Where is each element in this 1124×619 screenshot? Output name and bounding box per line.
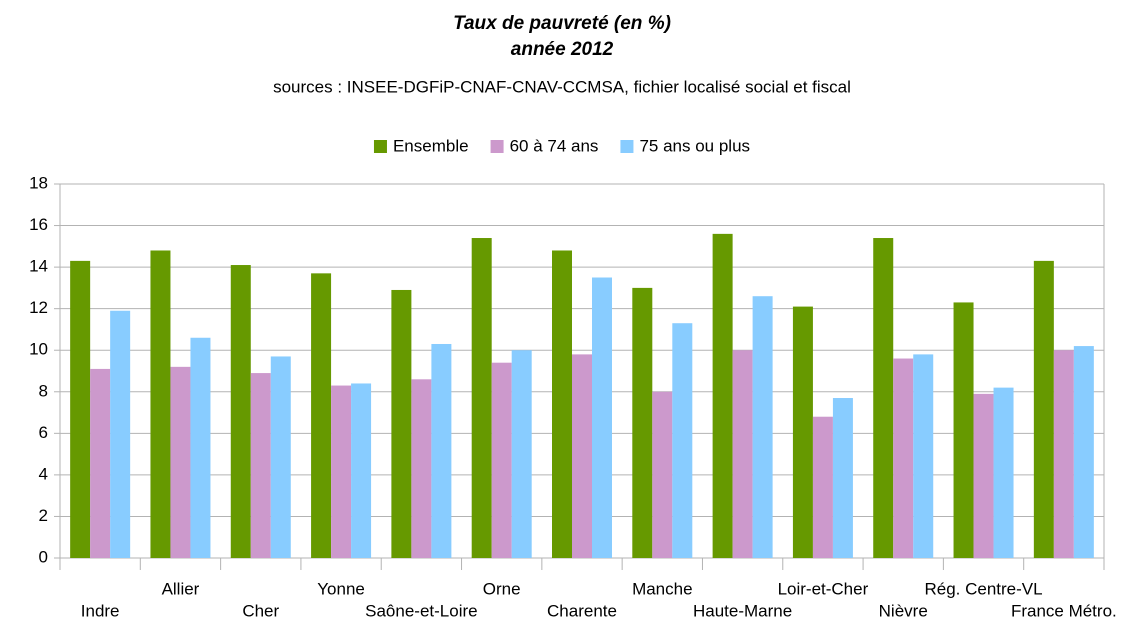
y-tick-label: 12 <box>29 298 48 317</box>
x-tick-label: Rég. Centre-VL <box>924 579 1042 598</box>
bar <box>632 287 653 558</box>
bar <box>652 391 673 558</box>
x-tick-label: Nièvre <box>879 601 928 619</box>
x-tick-label: Loir-et-Cher <box>778 579 869 598</box>
y-tick-label: 16 <box>29 215 48 234</box>
bar <box>411 379 432 558</box>
bar <box>270 356 291 558</box>
bar <box>1053 350 1074 558</box>
bar <box>90 368 111 558</box>
bar <box>712 233 733 558</box>
y-tick-label: 2 <box>39 506 48 525</box>
chart-title: Taux de pauvreté (en %) <box>453 13 671 34</box>
bar <box>511 350 532 558</box>
x-tick-label: Saône-et-Loire <box>365 601 477 619</box>
bar <box>391 289 412 558</box>
bar <box>331 385 352 558</box>
y-tick-label: 10 <box>29 340 48 359</box>
x-tick-label: Charente <box>547 601 617 619</box>
y-tick-label: 0 <box>39 547 48 566</box>
x-tick-label: Yonne <box>317 579 365 598</box>
bar <box>230 265 251 558</box>
bar <box>953 302 974 558</box>
bar <box>431 343 452 558</box>
legend-label: Ensemble <box>393 136 469 155</box>
bar <box>170 366 191 558</box>
x-tick-label: Indre <box>81 601 120 619</box>
x-tick-label: Haute-Marne <box>693 601 792 619</box>
x-tick-label: Manche <box>632 579 692 598</box>
y-tick-label: 6 <box>39 423 48 442</box>
y-tick-label: 4 <box>39 464 48 483</box>
bar <box>873 238 894 558</box>
chart-title: année 2012 <box>511 39 614 60</box>
bar <box>913 354 934 558</box>
bar <box>1073 346 1094 558</box>
legend-label: 60 à 74 ans <box>510 136 599 155</box>
bar <box>973 393 994 558</box>
y-tick-label: 14 <box>29 257 48 276</box>
y-tick-label: 8 <box>39 381 48 400</box>
bar <box>832 398 853 558</box>
bar <box>552 250 572 558</box>
legend-label: 75 ans ou plus <box>639 136 750 155</box>
bar <box>893 358 914 558</box>
bar <box>190 337 211 558</box>
x-tick-label: France Métro. <box>1011 601 1117 619</box>
bar <box>993 387 1014 558</box>
x-tick-label: Allier <box>162 579 200 598</box>
bar <box>672 323 693 558</box>
bar <box>311 273 332 558</box>
legend-swatch <box>373 140 387 153</box>
bar <box>812 416 833 558</box>
legend-swatch <box>620 140 634 153</box>
y-tick-label: 18 <box>29 173 48 192</box>
bar <box>351 383 372 558</box>
legend-swatch <box>490 140 504 153</box>
bar <box>792 306 813 558</box>
chart-subtitle: sources : INSEE-DGFiP-CNAF-CNAV-CCMSA, f… <box>273 77 851 96</box>
bar <box>250 373 271 558</box>
bar <box>70 260 91 558</box>
bar <box>1033 260 1054 558</box>
bar <box>150 250 171 558</box>
bar <box>572 354 592 558</box>
bar <box>491 362 512 558</box>
bar <box>592 277 612 558</box>
bar <box>752 296 773 558</box>
x-tick-label: Cher <box>242 601 279 619</box>
bar <box>110 310 131 558</box>
bar <box>732 350 753 558</box>
x-tick-label: Orne <box>483 579 521 598</box>
bar <box>471 238 492 558</box>
